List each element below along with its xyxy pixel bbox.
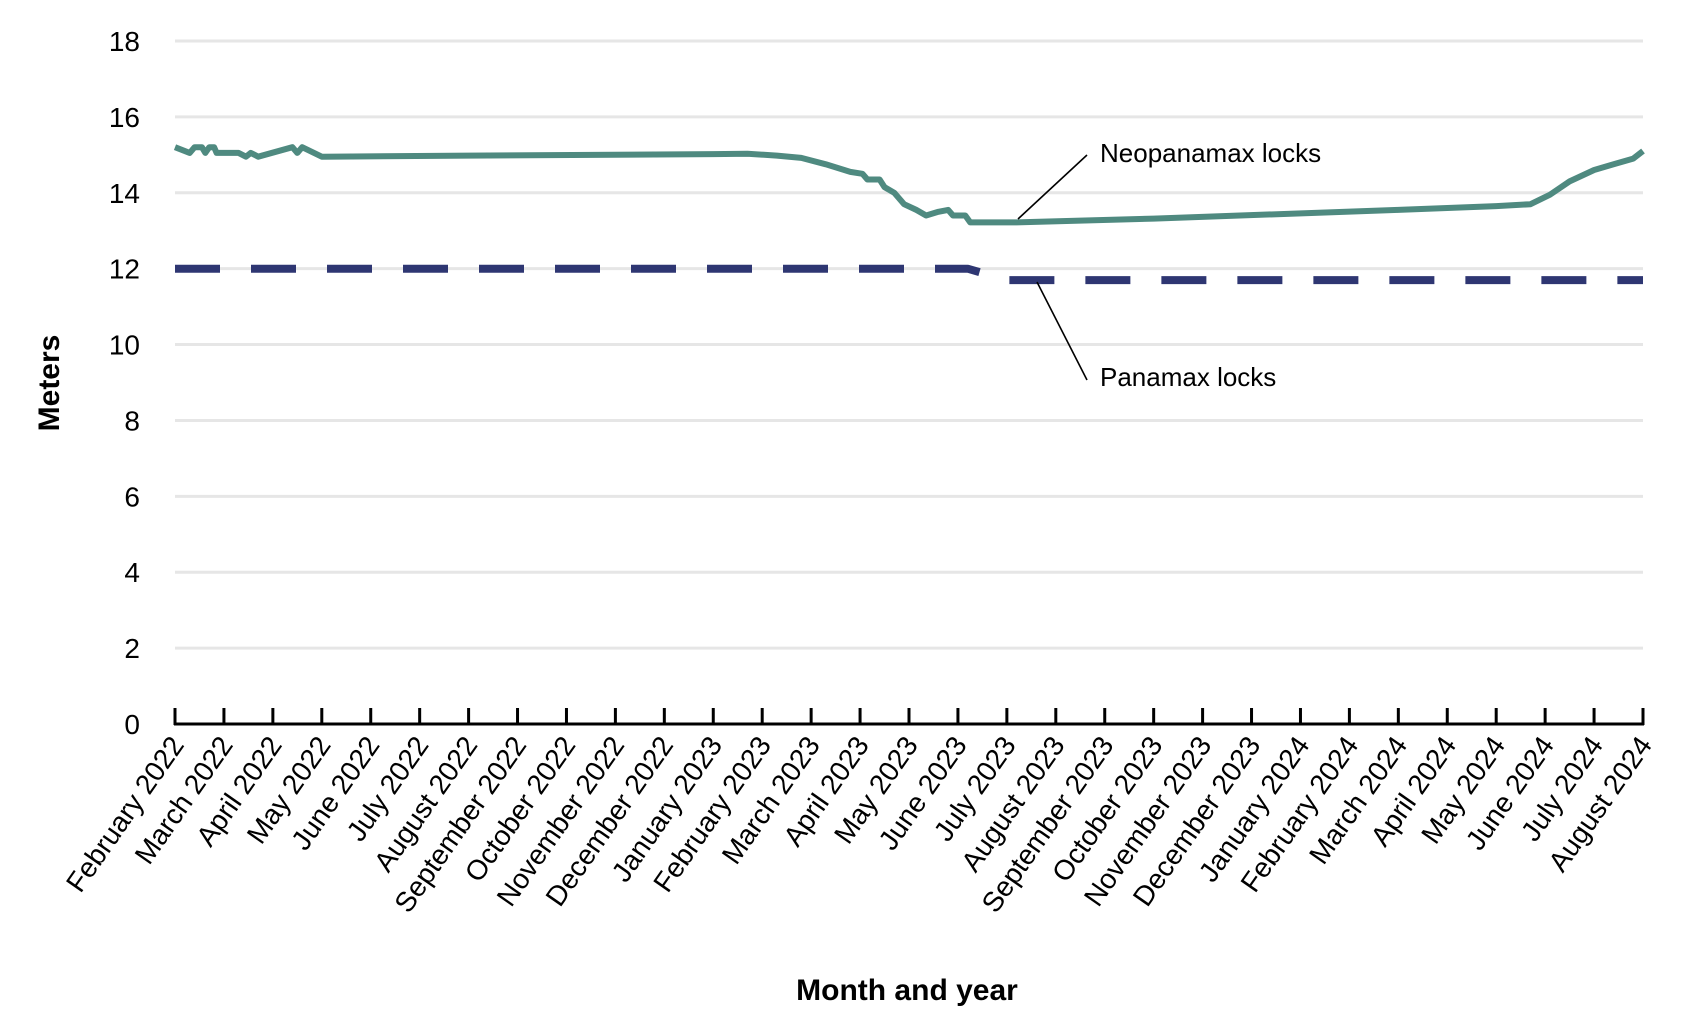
gridlines [175,39,1643,650]
y-tick-label: 2 [124,633,140,664]
x-axis-title: Month and year [796,974,1018,1007]
y-axis-title: Meters [33,335,66,432]
neopanamax-annotation: Neopanamax locks [1100,138,1321,168]
y-tick-label: 16 [109,102,140,133]
series-lines [173,144,1645,285]
x-axis [173,708,1645,726]
y-tick-label: 18 [109,26,140,57]
neopanamax-leader-line [1017,154,1088,220]
y-tick-label: 12 [109,254,140,285]
panamax-line [175,264,1643,285]
neopanamax-line [173,144,1645,226]
y-tick-label: 10 [109,330,140,361]
y-tick-label: 4 [124,557,140,588]
annotations: Neopanamax locks Panamax locks [1017,138,1321,392]
y-tick-label: 8 [124,405,140,436]
y-tick-label: 14 [109,178,140,209]
panamax-leader-line [1036,281,1088,381]
y-axis-tick-labels: 0 2 4 6 8 10 12 14 16 18 [109,26,140,740]
panamax-annotation: Panamax locks [1100,362,1276,392]
y-tick-label: 0 [124,709,140,740]
y-tick-label: 6 [124,481,140,512]
